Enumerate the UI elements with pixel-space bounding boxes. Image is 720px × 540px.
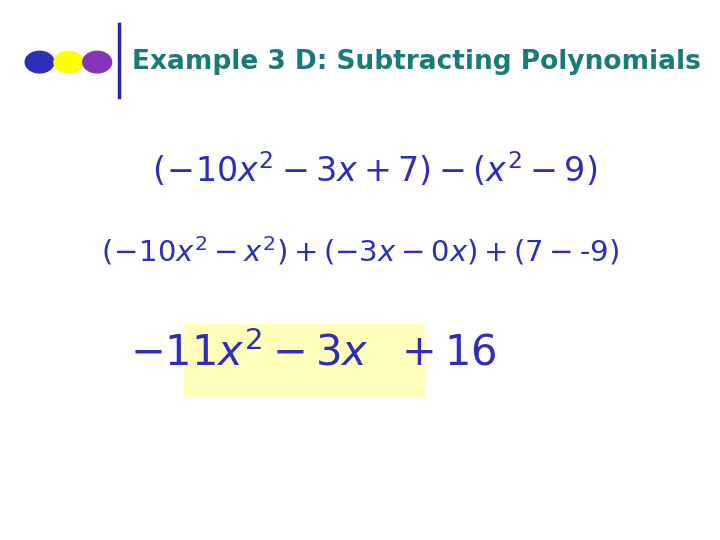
Circle shape [25,51,54,73]
FancyBboxPatch shape [184,324,425,397]
Text: Example 3 D: Subtracting Polynomials: Example 3 D: Subtracting Polynomials [132,49,701,75]
Text: $(\!-\!10x^2 - x^2) + (-3x - 0x) + (7 - \text{-}9)$: $(\!-\!10x^2 - x^2) + (-3x - 0x) + (7 - … [101,235,619,267]
Text: $-11x^2 - 3x\ \ + 16$: $-11x^2 - 3x\ \ + 16$ [130,333,497,375]
Circle shape [54,51,83,73]
Text: $(\!-\!10x^2 - 3x + 7) - (x^2 - 9)$: $(\!-\!10x^2 - 3x + 7) - (x^2 - 9)$ [152,151,597,190]
Circle shape [83,51,112,73]
